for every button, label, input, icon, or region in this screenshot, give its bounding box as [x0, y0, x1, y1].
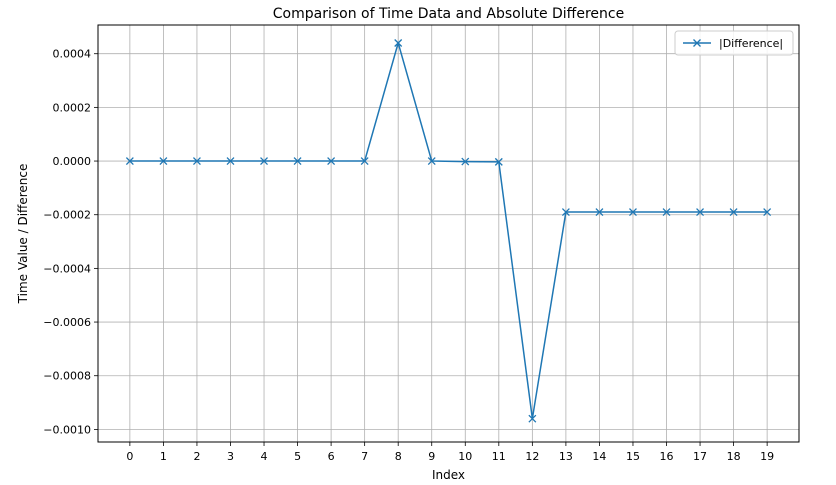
data-point-marker	[427, 157, 436, 166]
legend-box	[674, 30, 794, 56]
data-point-marker	[360, 157, 369, 166]
data-point-marker	[226, 157, 235, 166]
data-point-marker	[293, 157, 302, 166]
legend-label: |Difference|	[719, 37, 783, 50]
x-tick-label: 8	[395, 450, 402, 463]
y-axis: 0.0004 0.0002 0.0000 −0.0002 −0.0004 −0.0006 −…	[43, 48, 98, 436]
x-tick-label: 11	[492, 450, 506, 463]
x-tick-label: 9	[428, 450, 435, 463]
y-axis-label: Time Value / Difference	[16, 164, 30, 305]
x-axis: 0 1 2 3 4 5 6 7 8 9 10 11 12 13 14 15 16 17 18 19	[126, 442, 774, 463]
plot-area-frame	[97, 24, 800, 443]
x-tick-label: 0	[126, 450, 133, 463]
data-point-marker	[192, 157, 201, 166]
x-tick-label: 12	[525, 450, 539, 463]
data-point-marker	[763, 208, 772, 216]
x-tick-label: 17	[693, 450, 707, 463]
y-tick-label: −0.0006	[43, 316, 91, 329]
data-point-marker	[260, 157, 268, 166]
data-point-marker	[729, 208, 738, 216]
y-tick-label: 0.0000	[53, 155, 92, 168]
x-tick-label: 5	[294, 450, 301, 463]
legend: |Difference|	[674, 30, 794, 56]
x-tick-label: 2	[193, 450, 200, 463]
x-tick-label: 15	[626, 450, 640, 463]
data-point-marker	[595, 208, 604, 216]
y-tick-label: −0.0010	[43, 423, 91, 436]
data-point-marker	[561, 208, 570, 216]
y-tick-label: −0.0004	[43, 262, 91, 275]
x-tick-label: 3	[227, 450, 234, 463]
x-axis-label: Index	[432, 468, 465, 482]
data-point-marker	[159, 157, 168, 166]
data-point-marker	[461, 157, 470, 166]
data-point-marker	[494, 157, 503, 166]
grid	[98, 25, 799, 442]
x-tick-label: 13	[559, 450, 573, 463]
x-tick-label: 10	[458, 450, 472, 463]
y-tick-label: 0.0002	[53, 101, 92, 114]
x-tick-label: 4	[261, 450, 268, 463]
data-point-marker	[327, 157, 336, 166]
data-point-marker	[662, 208, 671, 216]
x-tick-label: 7	[361, 450, 368, 463]
y-tick-label: −0.0002	[43, 209, 91, 222]
x-tick-label: 14	[592, 450, 606, 463]
series-layer	[125, 39, 772, 423]
data-point-marker	[629, 208, 637, 216]
series-line	[129, 42, 768, 420]
y-tick-label: 0.0004	[53, 48, 92, 61]
legend-marker	[693, 39, 701, 47]
data-point-marker	[696, 208, 705, 216]
chart-title: Comparison of Time Data and Absolute Dif…	[273, 6, 624, 22]
x-tick-label: 1	[160, 450, 167, 463]
x-tick-label: 18	[727, 450, 741, 463]
y-tick-label: −0.0008	[43, 370, 91, 383]
x-tick-label: 19	[760, 450, 774, 463]
x-tick-label: 6	[328, 450, 335, 463]
x-tick-label: 16	[660, 450, 674, 463]
data-point-marker	[125, 157, 134, 166]
data-point-marker	[394, 39, 403, 47]
data-point-marker	[528, 414, 537, 423]
